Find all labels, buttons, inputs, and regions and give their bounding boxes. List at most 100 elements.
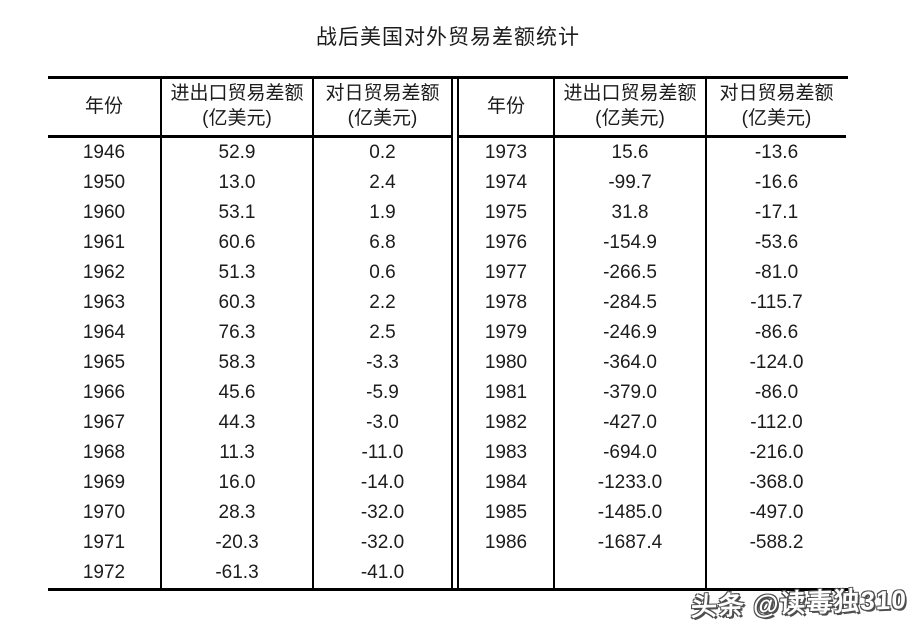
value-cell: 45.6 xyxy=(160,378,313,408)
value-cell: -13.6 xyxy=(705,136,846,168)
year-cell: 1975 xyxy=(484,202,528,223)
year-cell: 1973 xyxy=(484,142,528,163)
table-row: 1950 13.0 2.4 xyxy=(48,168,452,198)
year-cell: 1969 xyxy=(82,472,126,493)
header-line: 进出口贸易差额 xyxy=(563,83,697,105)
value-cell: -32.0 xyxy=(312,528,452,558)
year-cell: 1980 xyxy=(484,352,528,373)
value-cell: -497.0 xyxy=(705,498,846,528)
toutiao-watermark: 头条 @读毒独310 xyxy=(690,584,908,622)
table-row: 1978 -284.5 -115.7 xyxy=(458,288,846,318)
year-cell: 1979 xyxy=(484,322,528,343)
year-cell: 1976 xyxy=(484,232,528,253)
table-row: 1982 -427.0 -112.0 xyxy=(458,408,846,438)
value-cell: -3.3 xyxy=(312,348,452,378)
table-row: 1960 53.1 1.9 xyxy=(48,198,452,228)
right-table: 年份 进出口贸易差额 (亿美元) 对日贸易差额 (亿美元) 1973 15.6 -1… xyxy=(457,79,846,588)
year-cell: 1977 xyxy=(484,262,528,283)
japan-balance-column-header: 对日贸易差额 (亿美元) xyxy=(705,79,846,138)
year-column-header: 年份 xyxy=(458,79,554,138)
year-column-header: 年份 xyxy=(48,79,161,138)
value-cell: 1.9 xyxy=(312,198,452,228)
header-line: 对日贸易差额 xyxy=(325,83,440,105)
total-balance-column-header: 进出口贸易差额 (亿美元) xyxy=(160,79,313,138)
value-cell: 11.3 xyxy=(160,438,313,468)
header-unit: (亿美元) xyxy=(202,108,272,129)
value-cell: -86.6 xyxy=(705,318,846,348)
year-cell: 1963 xyxy=(82,292,126,313)
japan-balance-column-header: 对日贸易差额 (亿美元) xyxy=(312,79,452,138)
value-cell: -3.0 xyxy=(312,408,452,438)
table-row: 1946 52.9 0.2 xyxy=(48,136,452,168)
table-row: 1975 31.8 -17.1 xyxy=(458,198,846,228)
value-cell: -368.0 xyxy=(705,468,846,498)
value-cell: 13.0 xyxy=(160,168,313,198)
value-cell: -86.0 xyxy=(705,378,846,408)
value-cell: 51.3 xyxy=(160,258,313,288)
value-cell: 2.4 xyxy=(312,168,452,198)
value-cell: -266.5 xyxy=(553,258,706,288)
left-table: 年份 进出口贸易差额 (亿美元) 对日贸易差额 (亿美元) 1946 52.9 0.… xyxy=(48,79,453,588)
year-cell: 1961 xyxy=(82,232,126,253)
value-cell: 2.2 xyxy=(312,288,452,318)
value-cell: -53.6 xyxy=(705,228,846,258)
value-cell: 44.3 xyxy=(160,408,313,438)
table-row: 1967 44.3 -3.0 xyxy=(48,408,452,438)
value-cell: -284.5 xyxy=(553,288,706,318)
year-cell: 1981 xyxy=(484,382,528,403)
value-cell: -427.0 xyxy=(553,408,706,438)
value-cell: 76.3 xyxy=(160,318,313,348)
table-row: 1969 16.0 -14.0 xyxy=(48,468,452,498)
table-row: 1973 15.6 -13.6 xyxy=(458,136,846,168)
year-cell: 1985 xyxy=(484,502,528,523)
value-cell: -41.0 xyxy=(312,558,452,588)
year-cell: 1984 xyxy=(484,472,528,493)
value-cell: -694.0 xyxy=(553,438,706,468)
value-cell: -112.0 xyxy=(705,408,846,438)
value-cell: 6.8 xyxy=(312,228,452,258)
trade-balance-table: 年份 进出口贸易差额 (亿美元) 对日贸易差额 (亿美元) 1946 52.9 0.… xyxy=(48,76,848,591)
value-cell: 60.3 xyxy=(160,288,313,318)
table-row: 1985 -1485.0 -497.0 xyxy=(458,498,846,528)
value-cell: -1485.0 xyxy=(553,498,706,528)
value-cell: -246.9 xyxy=(553,318,706,348)
empty-cell xyxy=(458,558,554,588)
year-cell: 1983 xyxy=(484,442,528,463)
value-cell: -364.0 xyxy=(553,348,706,378)
value-cell: -154.9 xyxy=(553,228,706,258)
year-cell: 1970 xyxy=(82,502,126,523)
empty-cell xyxy=(553,558,706,588)
value-cell: 31.8 xyxy=(553,198,706,228)
table-row: 1968 11.3 -11.0 xyxy=(48,438,452,468)
table-row: 1963 60.3 2.2 xyxy=(48,288,452,318)
year-cell: 1971 xyxy=(82,532,126,553)
year-cell: 1965 xyxy=(82,352,126,373)
header-unit: (亿美元) xyxy=(595,108,665,129)
left-header-row: 年份 进出口贸易差额 (亿美元) 对日贸易差额 (亿美元) xyxy=(48,79,452,138)
value-cell: -1687.4 xyxy=(553,528,706,558)
value-cell: -20.3 xyxy=(160,528,313,558)
value-cell: 58.3 xyxy=(160,348,313,378)
value-cell: -379.0 xyxy=(553,378,706,408)
table-row: 1980 -364.0 -124.0 xyxy=(458,348,846,378)
table-row: 1965 58.3 -3.3 xyxy=(48,348,452,378)
value-cell: 28.3 xyxy=(160,498,313,528)
value-cell: 2.5 xyxy=(312,318,452,348)
value-cell: -61.3 xyxy=(160,558,313,588)
header-unit: (亿美元) xyxy=(741,108,812,129)
header-unit: (亿美元) xyxy=(347,108,418,129)
value-cell: -115.7 xyxy=(705,288,846,318)
table-row: 1971 -20.3 -32.0 xyxy=(48,528,452,558)
empty-cell xyxy=(705,558,846,588)
year-cell: 1946 xyxy=(82,142,126,163)
year-cell: 1978 xyxy=(484,292,528,313)
right-header-row: 年份 进出口贸易差额 (亿美元) 对日贸易差额 (亿美元) xyxy=(458,79,846,138)
value-cell: -17.1 xyxy=(705,198,846,228)
value-cell: -81.0 xyxy=(705,258,846,288)
table-row: 1986 -1687.4 -588.2 xyxy=(458,528,846,558)
year-cell: 1950 xyxy=(82,172,126,193)
table-row: 1983 -694.0 -216.0 xyxy=(458,438,846,468)
value-cell: 0.2 xyxy=(312,136,452,168)
value-cell: -216.0 xyxy=(705,438,846,468)
year-cell: 1968 xyxy=(82,442,126,463)
